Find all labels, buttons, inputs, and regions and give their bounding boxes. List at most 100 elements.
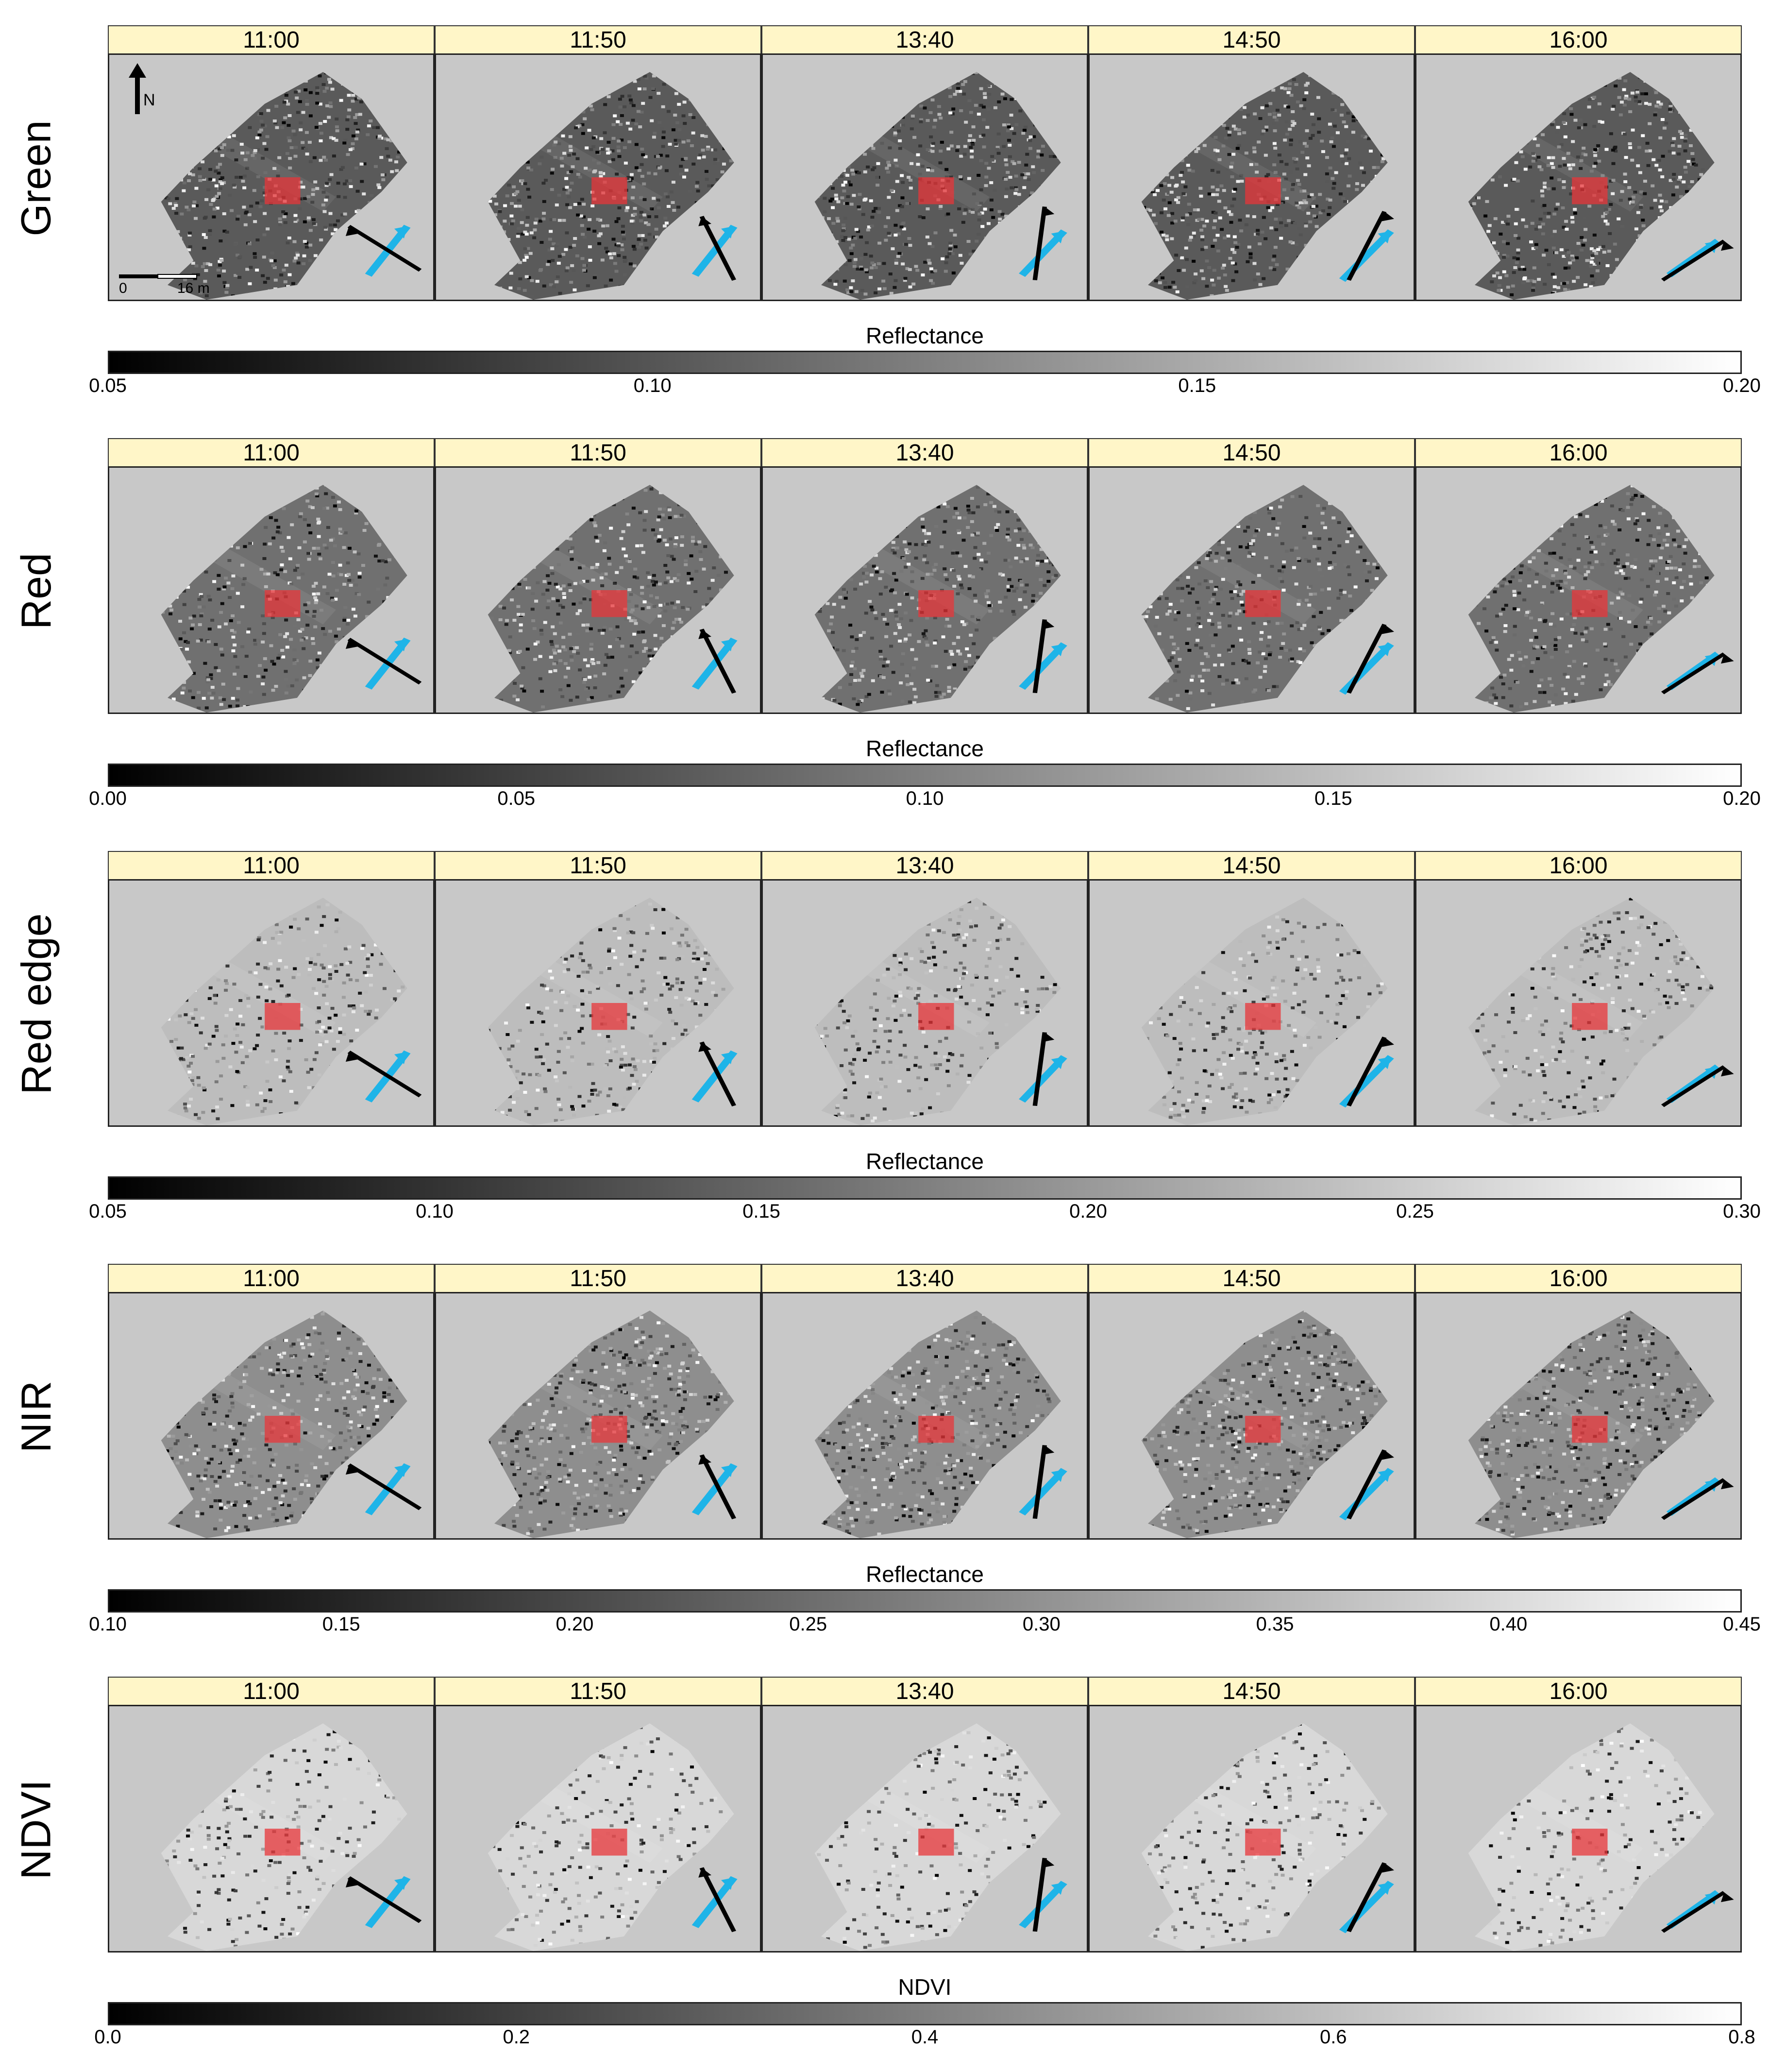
roi-box [265,1829,301,1856]
roi-box [1245,1829,1281,1856]
roi-box [918,177,954,204]
image-panel [435,466,761,714]
field-map [1468,898,1734,1125]
field-map [488,72,738,300]
time-strip: 16:00 [1415,851,1742,880]
scale-bar: 0 16 m [119,273,226,298]
field-map [1468,72,1734,300]
roi-box [1572,1003,1608,1030]
roi-box [918,1829,954,1856]
sun-arrow [1339,642,1394,695]
view-arrow [347,1463,422,1511]
sun-arrow [1339,229,1394,282]
field-map [488,485,738,713]
view-arrow [347,638,422,685]
colorbar-tick: 0.20 [1723,788,1761,809]
colorbar [108,351,1742,374]
field-map [488,1310,738,1538]
row-label-text: Green [13,120,60,237]
time-strip: 14:50 [1088,438,1415,467]
colorbar-title: Reflectance [866,1562,984,1587]
colorbar [108,764,1742,787]
field-map [161,1723,422,1951]
colorbar-tick: 0.05 [89,375,127,396]
time-strip: 14:50 [1088,851,1415,880]
view-arrow [1347,1036,1387,1106]
time-strip: 11:00 [108,25,435,54]
roi-box [591,590,627,617]
colorbar-tick: 0.35 [1256,1613,1294,1635]
row-label-text: NIR [13,1380,60,1453]
roi-box [591,1416,627,1443]
roi-box [918,1416,954,1443]
time-strip: 16:00 [1415,1677,1742,1706]
colorbar-tick: 0.0 [94,2026,121,2048]
field-map [161,485,422,713]
roi-box [1245,590,1281,617]
time-strip: 13:40 [761,851,1088,880]
view-arrow [1661,1065,1726,1107]
colorbar-tick: 0.20 [1723,375,1761,396]
view-arrow [1032,206,1047,281]
time-strip: 16:00 [1415,1264,1742,1293]
colorbar-tick: 0.25 [1396,1201,1434,1222]
image-panel [1088,53,1415,301]
image-panel [1088,879,1415,1127]
roi-box [265,1003,301,1030]
time-strip: 11:50 [435,1677,761,1706]
time-strip: 11:50 [435,438,761,467]
view-arrow [1661,652,1726,695]
image-panel [1415,466,1742,714]
field-map [814,1310,1067,1538]
image-panel [108,879,435,1127]
scale-label-end: 16 m [177,280,210,296]
image-panel [761,466,1088,714]
image-panel [435,879,761,1127]
image-panel [1415,1292,1742,1540]
colorbar-tick: 0.30 [1723,1201,1761,1222]
image-panel [435,1705,761,1953]
view-arrow [699,216,736,281]
roi-box [265,177,301,204]
image-panel [1415,53,1742,301]
roi-box [918,1003,954,1030]
roi-box [1245,177,1281,204]
colorbar-tick: 0.20 [1069,1201,1107,1222]
roi-box [918,590,954,617]
colorbar-tick: 0.10 [89,1613,127,1635]
colorbar [108,1589,1742,1613]
field-map [161,1310,422,1538]
field-map [161,72,422,300]
north-label: N [143,91,155,109]
view-arrow [1032,1858,1047,1932]
time-strip: 11:00 [108,1264,435,1293]
colorbar-tick: 0.00 [89,788,127,809]
field-map [1141,72,1394,300]
row-label: Red [0,467,73,715]
colorbar-tick: 0.6 [1319,2026,1347,2048]
view-arrow [347,1876,422,1923]
roi-box [591,1829,627,1856]
field-map [488,1723,738,1951]
row-label: NDVI [0,1706,73,1953]
time-strip: 13:40 [761,438,1088,467]
image-panel [435,1292,761,1540]
roi-box [1245,1003,1281,1030]
row-label-text: Red edge [13,913,60,1095]
roi-box [265,1416,301,1443]
time-strip: 11:50 [435,851,761,880]
image-panel [761,53,1088,301]
time-strip: 16:00 [1415,438,1742,467]
roi-box [1572,1829,1608,1856]
view-arrow [699,1041,736,1106]
colorbar-tick: 0.45 [1723,1613,1761,1635]
view-arrow [1347,1862,1387,1932]
image-panel [1415,1705,1742,1953]
field-map [814,1723,1067,1951]
field-map [814,72,1067,300]
field-map [814,898,1067,1125]
time-strip: 14:50 [1088,1677,1415,1706]
time-strip: 13:40 [761,1264,1088,1293]
image-panel [1088,466,1415,714]
colorbar-tick: 0.15 [742,1201,780,1222]
